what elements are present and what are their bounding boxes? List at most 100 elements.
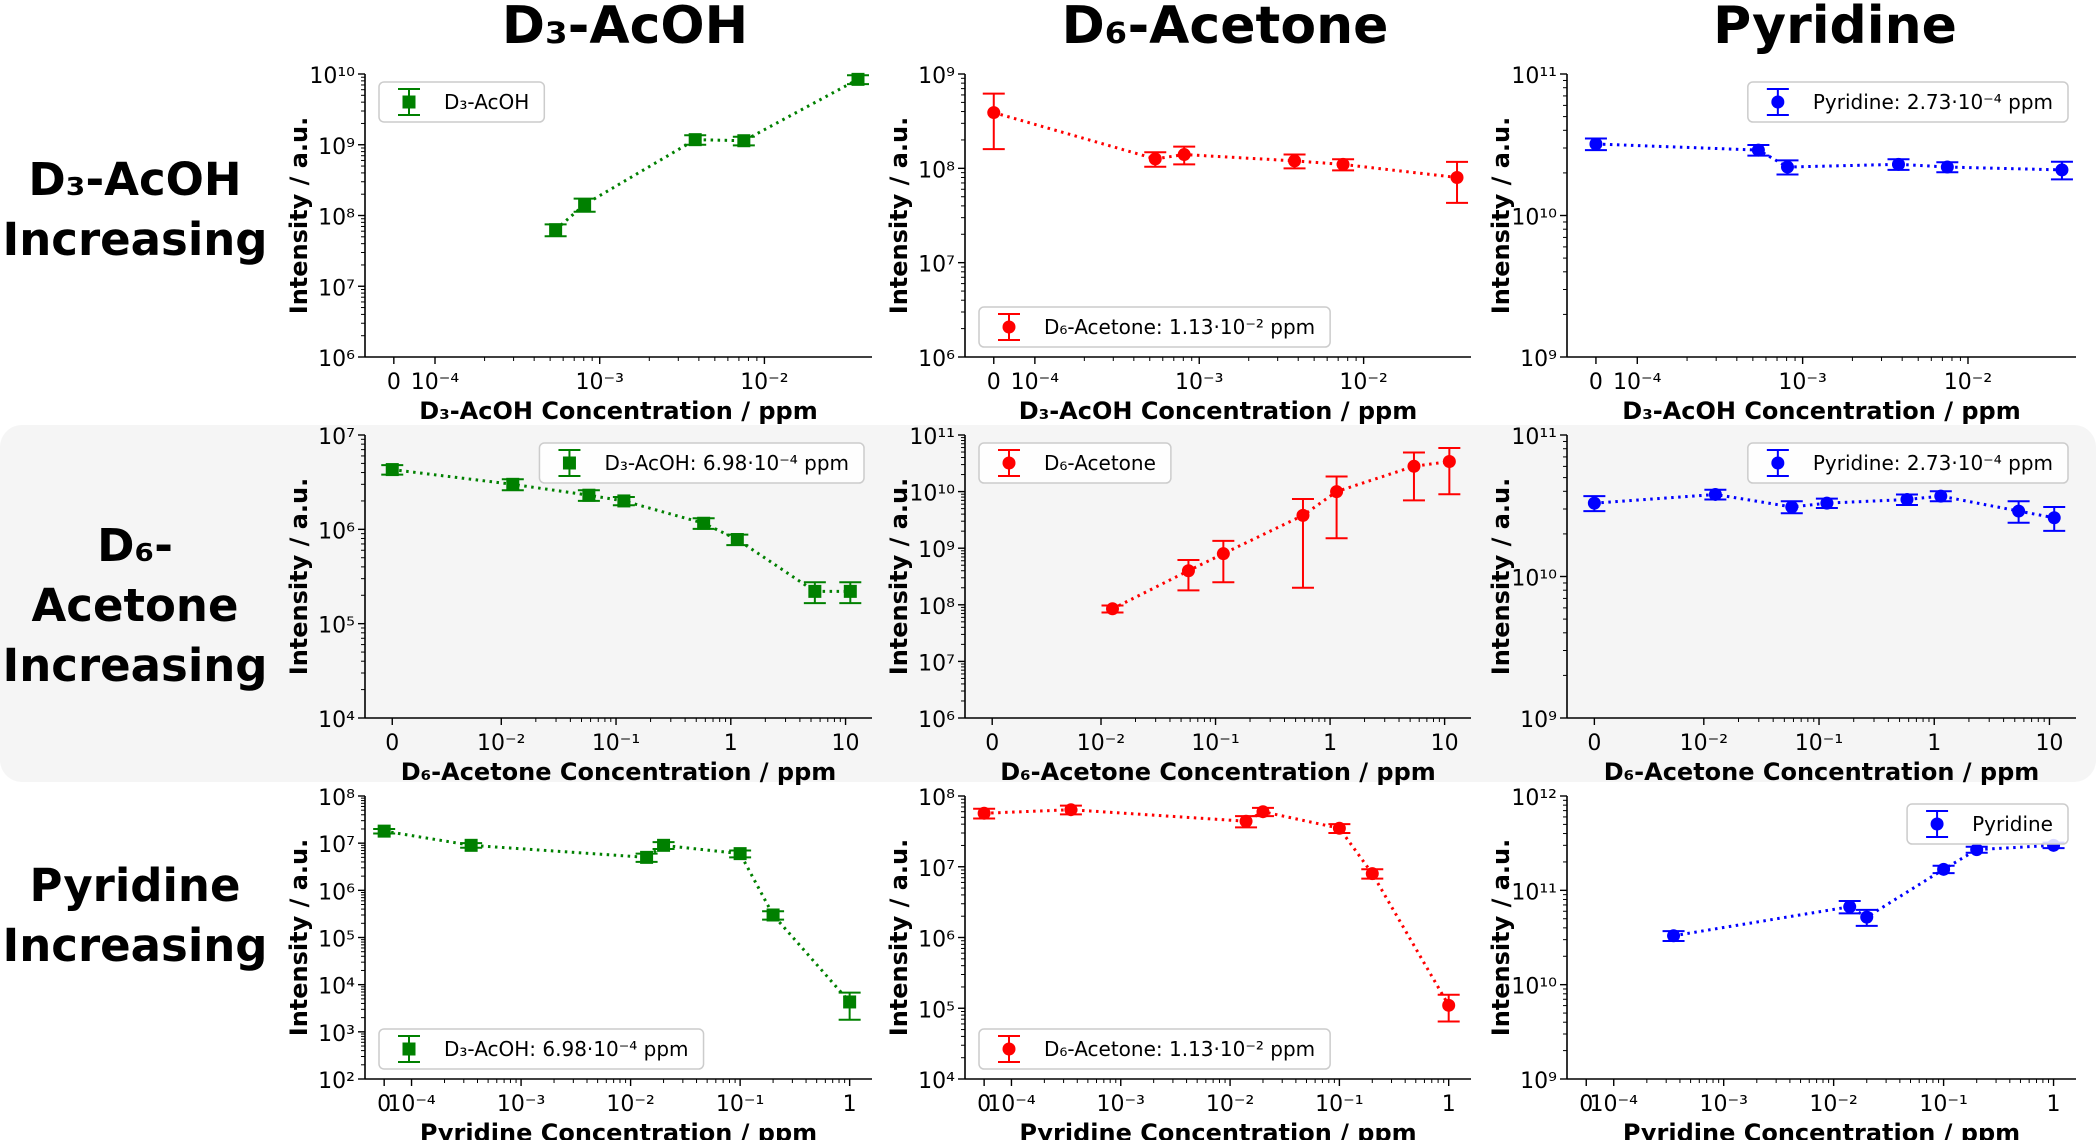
data-point: [846, 72, 869, 86]
y-tick-label: 10⁸: [918, 595, 955, 620]
data-marker-circle: [1587, 496, 1601, 510]
x-tick-label: 0: [1589, 370, 1603, 395]
legend: D₃-AcOH: 6.98·10⁻⁴ ppm: [538, 442, 865, 484]
legend-marker-circle-icon: [1002, 320, 1016, 334]
legend: D₆-Acetone: 1.13·10⁻² ppm: [978, 1028, 1331, 1070]
data-marker-circle: [1177, 148, 1191, 162]
data-point: [1173, 145, 1196, 166]
x-tick-label: 10⁻⁴: [1011, 370, 1060, 395]
row-label-pyridine-increasing: Pyridine Increasing: [0, 856, 270, 976]
chart-0-1: 10⁶ 10⁷ 10⁸ 10⁹ 0 10⁻⁴ 10⁻³ 10⁻²D₃-AcOH Concent…: [885, 64, 1471, 425]
x-tick-label: 10⁻³: [1699, 1092, 1747, 1117]
x-tick-label: 1: [843, 1092, 857, 1117]
data-marker-square: [385, 463, 399, 477]
x-tick-label: 1: [2047, 1092, 2061, 1117]
data-marker-square: [697, 516, 711, 530]
x-axis-label: D₃-AcOH Concentration / ppm: [1019, 397, 1417, 425]
data-point: [1101, 602, 1124, 616]
data-point: [1704, 487, 1727, 501]
x-tick-label: 0: [987, 370, 1001, 395]
y-tick-label: 10⁹: [318, 135, 355, 160]
chart-2-0: 10² 10³ 10⁴ 10⁵ 10⁶ 10⁷ 10⁸ 010⁻⁴ 10⁻³ 10⁻² 10⁻¹ 1 P…: [285, 786, 872, 1140]
y-tick-label: 10⁵: [318, 614, 355, 639]
data-marker-square: [617, 494, 631, 508]
data-point: [1932, 862, 1955, 876]
legend-box: [978, 1028, 1331, 1070]
data-point: [1361, 867, 1384, 881]
x-tick-label: 10⁻²: [1944, 370, 1992, 395]
x-tick-label: 1: [1323, 731, 1337, 756]
data-point: [1325, 475, 1348, 540]
legend-label: D₆-Acetone: 1.13·10⁻² ppm: [1044, 315, 1315, 339]
x-tick-label: 10⁻¹: [592, 731, 640, 756]
series-line: [984, 808, 1450, 1007]
chart-2-1: 10⁴ 10⁵ 10⁶ 10⁷ 10⁸ 010⁻⁴ 10⁻³ 10⁻² 10⁻¹ 1 Pyridin…: [885, 786, 1471, 1140]
data-marker-circle: [1407, 459, 1421, 473]
data-point: [1446, 160, 1469, 204]
data-point: [1402, 451, 1425, 502]
y-tick-label: 10⁵: [318, 928, 355, 953]
y-axis-label: Intensity / a.u.: [885, 478, 913, 675]
legend-marker-circle-icon: [1930, 817, 1944, 831]
legend-box: [378, 81, 546, 123]
y-tick-label: 10¹⁰: [909, 482, 955, 507]
data-point: [1438, 446, 1461, 496]
data-marker-circle: [2055, 163, 2069, 177]
data-point: [652, 838, 675, 852]
data-point: [635, 850, 658, 864]
legend: D₆-Acetone: [978, 442, 1172, 484]
row-label-line-2: Increasing: [2, 639, 268, 692]
y-tick-label: 10⁷: [318, 833, 355, 858]
data-marker-square: [578, 198, 592, 212]
legend: D₃-AcOH: [378, 81, 546, 123]
data-point: [2050, 160, 2073, 181]
data-marker-circle: [1843, 900, 1857, 914]
data-marker-circle: [1336, 157, 1350, 171]
data-marker-circle: [1106, 602, 1120, 616]
y-tick-label: 10⁸: [918, 158, 955, 183]
series-line: [1673, 843, 2054, 938]
data-marker-circle: [1332, 821, 1346, 835]
x-tick-label: 10⁻²: [1077, 731, 1125, 756]
data-marker-circle: [1589, 137, 1603, 151]
data-marker-circle: [1442, 455, 1456, 469]
data-marker-square: [843, 584, 857, 598]
chart-0-2: 10⁹ 10¹⁰ 10¹¹ 0 10⁻⁴ 10⁻³ 10⁻²D₃-AcOH Concentr…: [1487, 64, 2076, 425]
y-tick-label: 10¹⁰: [309, 64, 355, 89]
x-tick-label: 10⁻²: [1339, 370, 1387, 395]
data-marker-square: [506, 477, 520, 491]
data-marker-circle: [1288, 154, 1302, 168]
data-point: [373, 824, 396, 838]
y-tick-label: 10⁹: [1520, 347, 1557, 372]
series-line: [1594, 492, 2055, 520]
data-point: [1780, 500, 1803, 515]
x-tick-label: 0: [1579, 1092, 1593, 1117]
data-point: [838, 991, 861, 1021]
x-axis-label: D₃-AcOH Concentration / ppm: [1622, 397, 2020, 425]
data-point: [729, 847, 752, 861]
y-axis-label: Intensity / a.u.: [1487, 117, 1515, 314]
data-marker-square: [549, 223, 563, 237]
data-point: [973, 806, 996, 820]
x-tick-label: 0: [977, 1092, 991, 1117]
legend: D₃-AcOH: 6.98·10⁻⁴ ppm: [378, 1028, 705, 1070]
x-tick-label: 10⁻²: [606, 1092, 654, 1117]
x-axis-label: D₆-Acetone Concentration / ppm: [1604, 758, 2040, 786]
legend-box: [1906, 803, 2069, 845]
data-marker-circle: [2012, 504, 2026, 518]
data-point: [1332, 157, 1355, 172]
legend-marker-square-icon: [402, 95, 416, 109]
column-title-d6-acetone: D₆-Acetone: [1061, 0, 1389, 56]
data-marker-circle: [1892, 157, 1906, 171]
data-marker-circle: [1934, 489, 1948, 503]
data-point: [1965, 843, 1988, 857]
data-marker-circle: [1820, 496, 1834, 510]
data-point: [1251, 805, 1274, 819]
column-title-pyridine: Pyridine: [1713, 0, 1957, 56]
legend-label: D₆-Acetone: 1.13·10⁻² ppm: [1044, 1037, 1315, 1061]
data-point: [762, 908, 785, 922]
x-tick-label: 10: [1431, 731, 1459, 756]
data-marker-square: [582, 488, 596, 502]
data-marker-circle: [1442, 998, 1456, 1012]
legend: Pyridine: [1906, 803, 2069, 845]
